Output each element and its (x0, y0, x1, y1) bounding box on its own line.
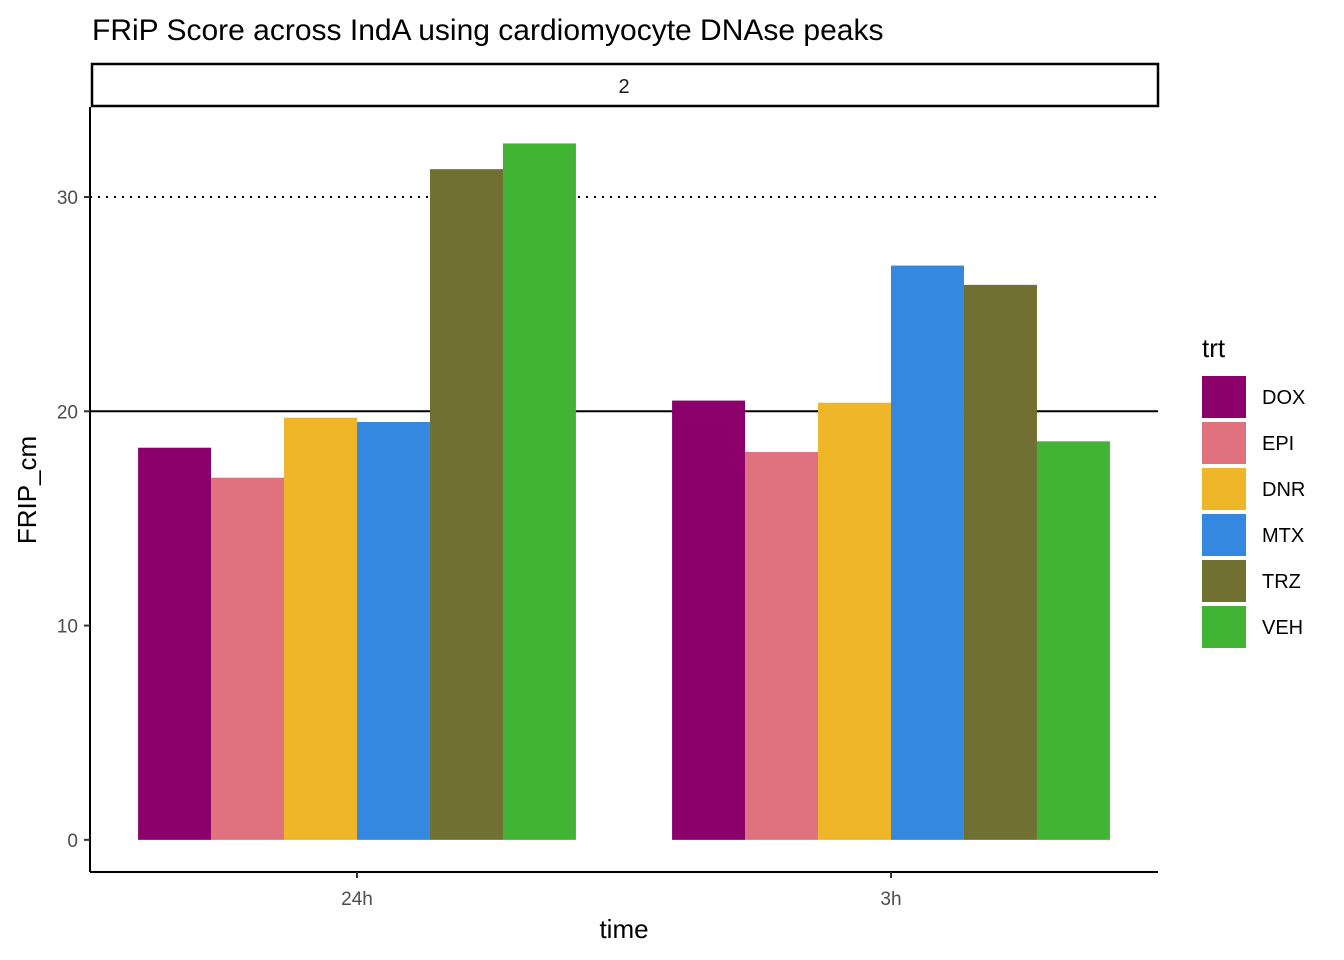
facet-strip-label: 2 (618, 76, 629, 98)
bar-mtx-3h (891, 265, 964, 840)
bar-dox-24h (138, 447, 212, 840)
legend-title: trt (1202, 333, 1226, 363)
y-tick-label-10: 10 (57, 617, 78, 638)
bar-veh-3h (1036, 441, 1110, 840)
legend-key-mtx (1202, 514, 1246, 556)
legend-label-trz: TRZ (1262, 571, 1301, 593)
x-tick-label-3h: 3h (880, 889, 901, 910)
x-axis-ticks: 24h 3h (341, 872, 902, 910)
legend-label-mtx: MTX (1262, 525, 1304, 547)
legend-key-dnr (1202, 468, 1246, 510)
bar-dnr-3h (818, 402, 891, 840)
legend-items: DOX EPI DNR MTX TRZ VEH (1202, 376, 1305, 648)
legend-label-veh: VEH (1262, 617, 1303, 639)
bar-veh-24h (502, 143, 576, 840)
bar-epi-24h (211, 477, 285, 840)
legend-key-trz (1202, 560, 1246, 602)
legend: trt DOX EPI DNR MTX TRZ VEH (1202, 333, 1305, 648)
legend-label-dnr: DNR (1262, 479, 1305, 501)
bar-trz-3h (963, 284, 1037, 840)
legend-key-dox (1202, 376, 1246, 418)
legend-label-dox: DOX (1262, 387, 1305, 409)
y-axis-ticks: 0 10 20 30 (57, 188, 90, 852)
y-tick-label-30: 30 (57, 188, 78, 209)
legend-key-veh (1202, 606, 1246, 648)
bar-dox-3h (672, 400, 746, 840)
legend-label-epi: EPI (1262, 433, 1294, 455)
bar-epi-3h (745, 452, 819, 840)
bars-group (138, 143, 1110, 840)
y-tick-label-20: 20 (57, 402, 78, 423)
facet-strip (90, 62, 1160, 108)
x-tick-label-24h: 24h (341, 889, 373, 910)
chart-title: FRiP Score across IndA using cardiomyocy… (92, 14, 883, 47)
legend-key-epi (1202, 422, 1246, 464)
bar-dnr-24h (284, 417, 357, 840)
x-axis-title: time (599, 914, 648, 944)
y-axis-title: FRIP_cm (12, 436, 42, 544)
bar-trz-24h (429, 169, 503, 840)
bar-mtx-24h (357, 422, 430, 840)
y-tick-label-0: 0 (67, 831, 78, 852)
